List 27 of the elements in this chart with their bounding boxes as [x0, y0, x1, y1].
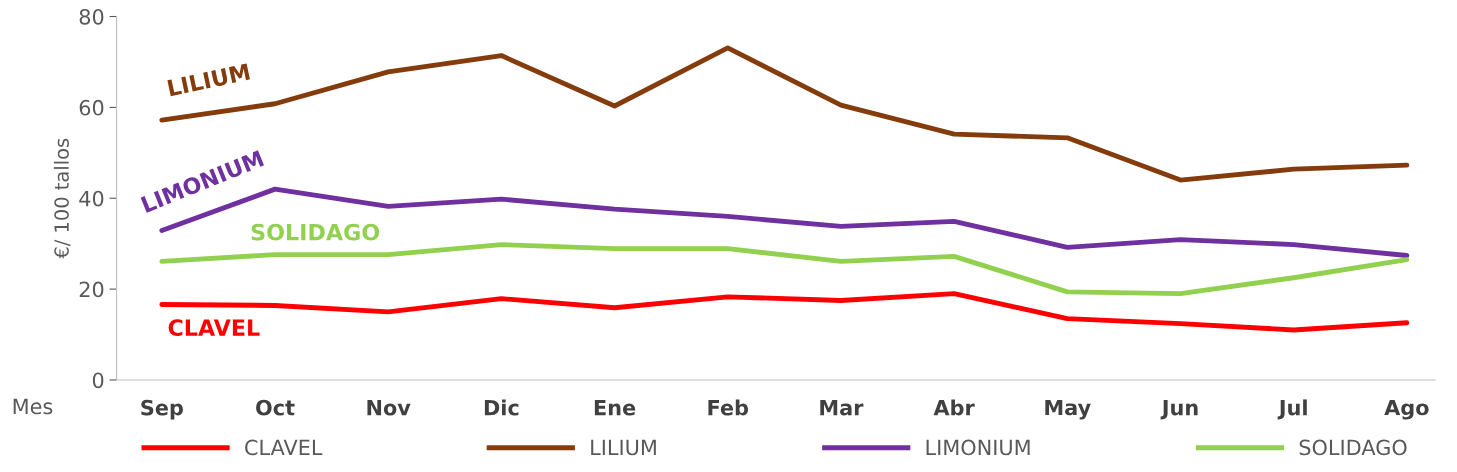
y-tick-label: 20 — [79, 281, 104, 298]
x-tick-label: Abr — [933, 399, 975, 416]
annotation: CLAVEL — [168, 319, 260, 336]
y-tick-label: 60 — [79, 99, 104, 116]
x-tick-label: Nov — [367, 400, 411, 416]
legend-label: LIMONIUM — [926, 439, 1030, 456]
annotation: LILIUM — [167, 63, 250, 97]
x-tick-label: Ene — [594, 400, 636, 416]
x-tick-label: Sep — [141, 399, 183, 420]
legend-label: SOLIDAGO — [1299, 439, 1407, 456]
x-tick-label: May — [1045, 399, 1091, 420]
y-axis-title: €/ 100 tallos — [53, 138, 71, 259]
x-tick-label: Jul — [1277, 399, 1307, 420]
legend-label: LILIUM — [591, 439, 656, 456]
x-tick-label: Mar — [820, 400, 864, 416]
y-tick-label: 80 — [79, 8, 104, 25]
x-tick-label: Oct — [256, 399, 295, 416]
x-tick-label: Ago — [1384, 399, 1429, 420]
legend-label: CLAVEL — [245, 439, 323, 456]
x-axis-title: Mes — [13, 398, 53, 415]
y-tick-label: 40 — [79, 190, 104, 207]
x-tick-label: Jun — [1160, 400, 1198, 420]
y-tick-label: 0 — [92, 372, 104, 389]
x-tick-label: Dic — [484, 399, 519, 416]
annotation: SOLIDAGO — [251, 223, 380, 241]
x-tick-label: Feb — [708, 399, 749, 416]
line-series — [159, 242, 1410, 297]
